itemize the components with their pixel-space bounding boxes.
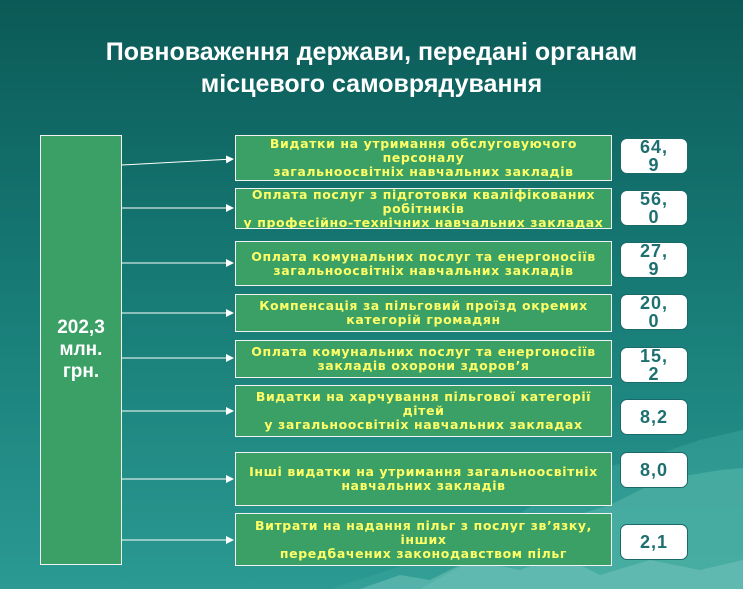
item-box-4: Компенсація за пільговий проїзд окремих …	[235, 294, 612, 332]
item-box-5: Оплата комунальних послуг та енергоносії…	[235, 340, 612, 378]
item-box-8: Витрати на надання пільг з послуг зв’язк…	[235, 513, 612, 566]
item-label-8: Витрати на надання пільг з послуг зв’язк…	[254, 517, 593, 561]
value-box-4: 20, 0	[620, 294, 688, 330]
item-box-7: Інші видатки на утримання загальноосвітн…	[235, 452, 612, 506]
item-box-2: Оплата послуг з підготовки кваліфіковани…	[235, 188, 612, 229]
item-value-2: 56, 0	[639, 189, 669, 227]
value-box-5: 15, 2	[620, 347, 688, 383]
title-line-2: місцевого самоврядування	[200, 70, 543, 98]
value-box-8: 2,1	[620, 524, 688, 560]
item-label-6: Видатки на харчування пільгової категорі…	[255, 389, 592, 432]
item-value-5: 15, 2	[639, 346, 669, 384]
value-box-2: 56, 0	[620, 190, 688, 226]
item-box-3: Оплата комунальних послуг та енергоносії…	[235, 241, 612, 286]
item-label-3: Оплата комунальних послуг та енергоносії…	[251, 248, 596, 278]
page-title: Повноваження держави, передані органам м…	[0, 36, 743, 100]
title-line-1: Повноваження держави, передані органам	[105, 38, 638, 66]
total-amount: 202,3 млн. грн.	[57, 317, 105, 382]
value-box-7: 8,0	[620, 452, 688, 488]
item-label-5: Оплата комунальних послуг та енергоносії…	[251, 344, 596, 373]
value-box-6: 8,2	[620, 399, 688, 435]
item-label-7: Інші видатки на утримання загальноосвітн…	[249, 464, 598, 493]
item-value-6: 8,2	[639, 407, 669, 427]
item-label-2: Оплата послуг з підготовки кваліфіковани…	[243, 188, 604, 229]
item-box-6: Видатки на харчування пільгової категорі…	[235, 385, 612, 437]
item-value-4: 20, 0	[639, 293, 669, 331]
item-value-3: 27, 9	[639, 241, 669, 279]
total-box: 202,3 млн. грн.	[40, 135, 122, 565]
item-label-4: Компенсація за пільговий проїзд окремих …	[259, 298, 588, 327]
item-value-7: 8,0	[639, 460, 669, 480]
item-value-1: 64, 9	[639, 137, 669, 175]
item-label-1: Видатки на утримання обслуговуючого перс…	[269, 136, 578, 179]
value-box-1: 64, 9	[620, 138, 688, 174]
item-value-8: 2,1	[639, 532, 669, 552]
value-box-3: 27, 9	[620, 242, 688, 278]
item-box-1: Видатки на утримання обслуговуючого перс…	[235, 135, 612, 181]
arrow-1	[121, 155, 234, 166]
